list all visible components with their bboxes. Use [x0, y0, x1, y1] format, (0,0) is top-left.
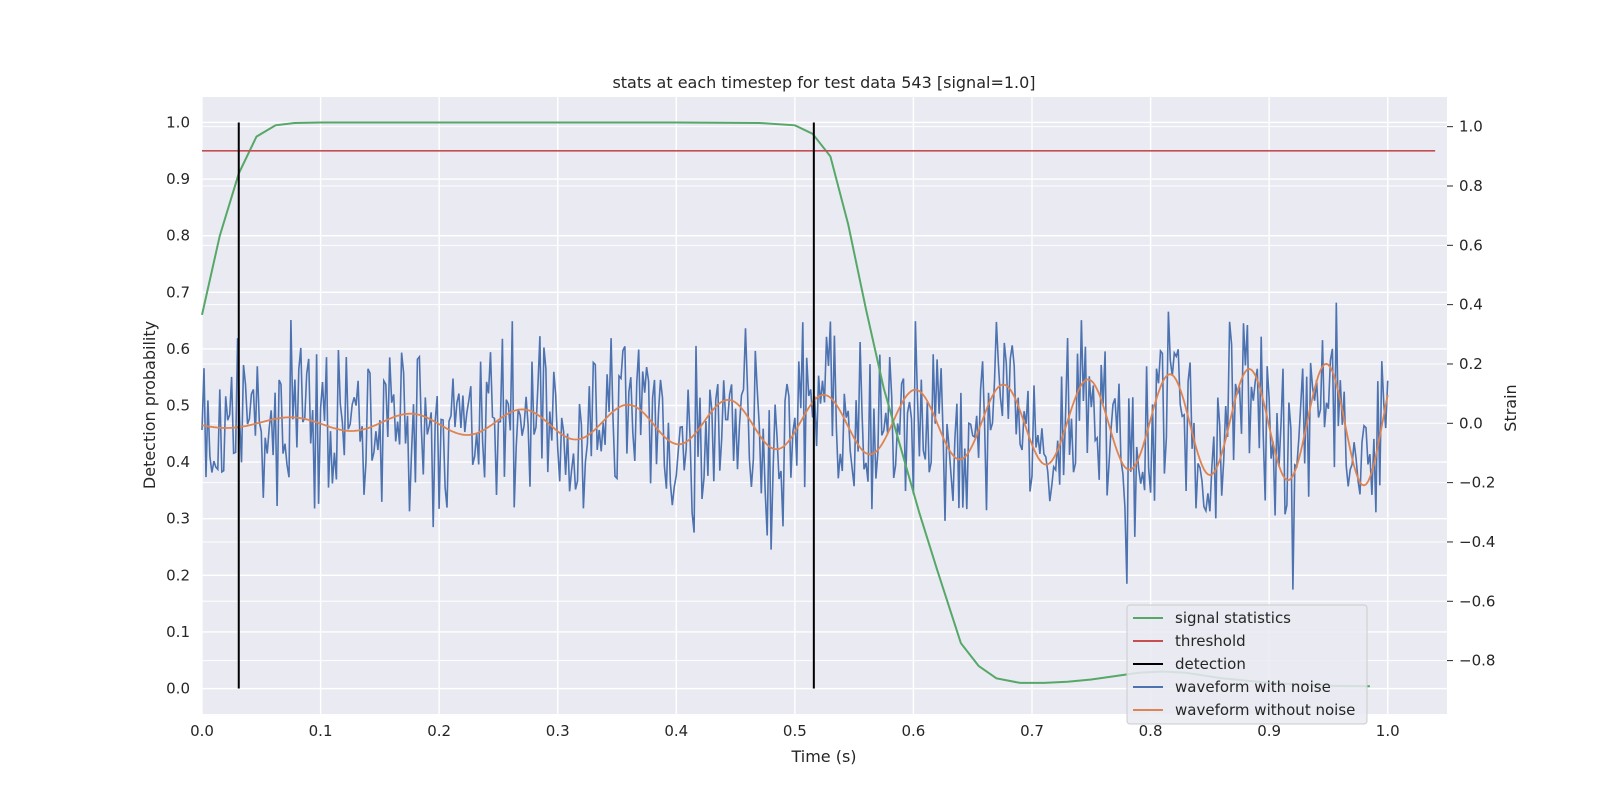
y-axis-label: Detection probability	[140, 321, 159, 489]
x-tick-label: 0.1	[309, 722, 333, 740]
y-ticks: 0.0 0.1 0.2 0.3 0.4 0.5 0.6 0.7 0.8 0.9 1.0	[166, 113, 190, 697]
y-tick-label: 0.9	[166, 170, 190, 188]
y-tick-label: 0.2	[166, 566, 190, 584]
y2-axis-label: Strain	[1501, 384, 1520, 431]
legend-box	[1126, 604, 1368, 725]
series-waveform-with-noise	[201, 302, 1389, 590]
y2-tick-label: 0.0	[1459, 414, 1483, 432]
x-tick-label: 0.9	[1257, 722, 1281, 740]
y2-tick-label: 0.8	[1459, 177, 1483, 195]
y-tick-label: 0.1	[166, 623, 190, 641]
y-tick-label: 0.7	[166, 283, 190, 301]
x-axis-label: Time (s)	[790, 747, 856, 766]
y2-tick-label: 0.4	[1459, 296, 1483, 314]
y2-tick-label: −0.6	[1459, 592, 1495, 610]
y-tick-label: 0.0	[166, 680, 190, 698]
y-tick-label: 1.0	[166, 113, 190, 131]
legend-label-waveform-without-noise: waveform without noise	[1175, 701, 1355, 719]
x-tick-label: 0.8	[1139, 722, 1163, 740]
x-tick-label: 0.3	[546, 722, 570, 740]
y2-tick-label: 0.2	[1459, 355, 1483, 373]
y2-tick-label: −0.8	[1459, 652, 1495, 670]
x-tick-label: 0.2	[427, 722, 451, 740]
series-waveform-without-noise	[201, 362, 1389, 487]
x-tick-label: 0.5	[783, 722, 807, 740]
y-tick-label: 0.4	[166, 453, 190, 471]
y2-tick-label: 0.6	[1459, 236, 1483, 254]
x-tick-label: 0.6	[901, 722, 925, 740]
legend-label-threshold: threshold	[1175, 632, 1246, 650]
x-tick-label: 0.4	[664, 722, 688, 740]
y-tick-label: 0.8	[166, 227, 190, 245]
x-ticks: 0.0 0.1 0.2 0.3 0.4 0.5 0.6 0.7 0.8 0.9 1.0	[190, 722, 1400, 740]
y2-tick-label: −0.2	[1459, 474, 1495, 492]
legend-label-detection: detection	[1175, 655, 1246, 673]
y2-ticks: −0.8 −0.6 −0.4 −0.2 0.0 0.2 0.4 0.6 0.8 1.0	[1447, 118, 1495, 670]
y-tick-label: 0.6	[166, 340, 190, 358]
x-tick-label: 0.0	[190, 722, 214, 740]
x-tick-label: 0.7	[1020, 722, 1044, 740]
legend-label-waveform-with-noise: waveform with noise	[1175, 678, 1331, 696]
legend: signal statistics threshold detection wa…	[1126, 604, 1368, 725]
x-tick-label: 1.0	[1376, 722, 1400, 740]
chart-title: stats at each timestep for test data 543…	[612, 73, 1035, 92]
legend-label-signal-statistics: signal statistics	[1175, 609, 1291, 627]
y2-tick-label: 1.0	[1459, 118, 1483, 136]
y2-tick-label: −0.4	[1459, 533, 1495, 551]
y-tick-label: 0.3	[166, 510, 190, 528]
y-tick-label: 0.5	[166, 397, 190, 415]
